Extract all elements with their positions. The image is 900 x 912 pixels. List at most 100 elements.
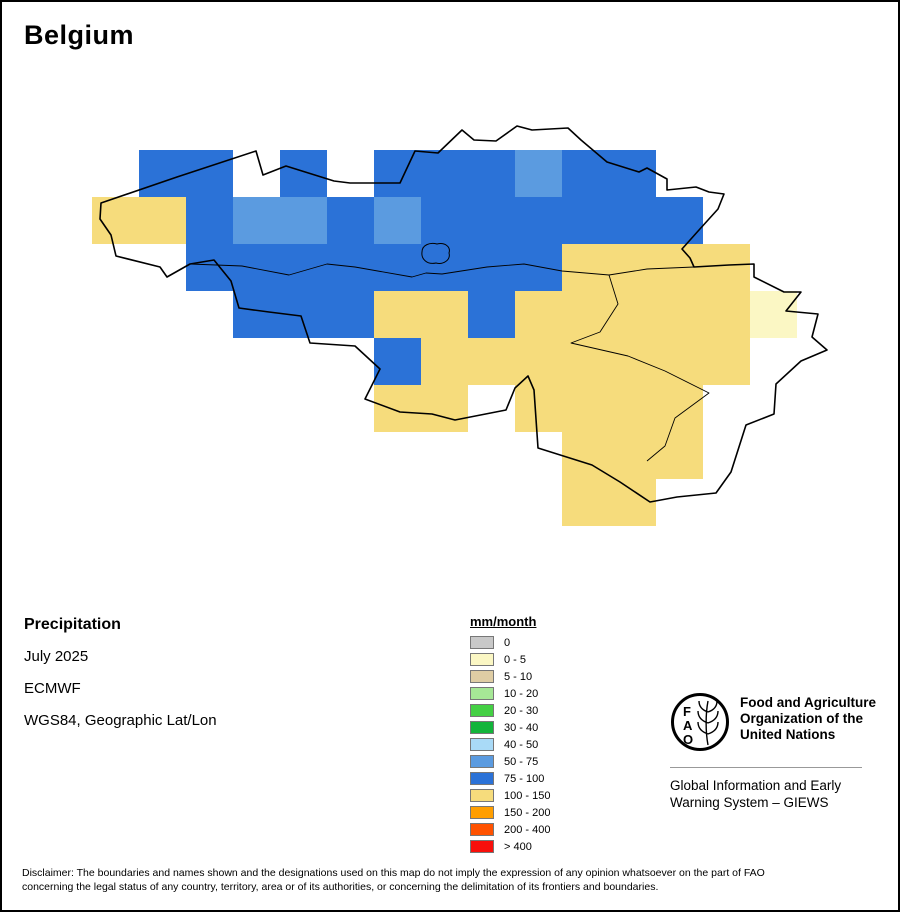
fao-letter-f: F bbox=[683, 704, 691, 719]
precip-cell bbox=[515, 197, 562, 244]
source-label: ECMWF bbox=[24, 680, 81, 697]
precip-cell bbox=[703, 291, 750, 338]
province-border bbox=[189, 263, 695, 278]
precip-cell bbox=[515, 338, 562, 385]
precip-cell bbox=[186, 244, 233, 291]
legend-label: 40 - 50 bbox=[504, 738, 539, 751]
internal-borders bbox=[189, 263, 710, 462]
org-name-line: Organization of the bbox=[740, 711, 863, 726]
precip-cell bbox=[233, 291, 280, 338]
legend-label: 75 - 100 bbox=[504, 772, 545, 785]
province-border bbox=[570, 274, 710, 462]
legend-label: 100 - 150 bbox=[504, 789, 551, 802]
precip-cells bbox=[92, 150, 797, 526]
precip-cell bbox=[468, 197, 515, 244]
precip-cell bbox=[280, 150, 327, 197]
precip-cell bbox=[92, 197, 139, 244]
disclaimer: Disclaimer: The boundaries and names sho… bbox=[22, 866, 886, 894]
precip-cell bbox=[562, 338, 609, 385]
precip-cell bbox=[609, 150, 656, 197]
precip-cell bbox=[421, 291, 468, 338]
legend-item: 10 - 20 bbox=[470, 687, 550, 700]
legend-label: 150 - 200 bbox=[504, 806, 551, 819]
precip-cell bbox=[374, 338, 421, 385]
precip-cell bbox=[515, 291, 562, 338]
legend-items: 0 0 - 5 5 - 10 10 - 20 20 - 30 30 - 40 40 - 50… bbox=[470, 636, 550, 853]
legend-item: > 400 bbox=[470, 840, 550, 853]
fao-letter-a: A bbox=[683, 718, 693, 733]
legend-swatch bbox=[470, 687, 494, 700]
precip-cell bbox=[374, 291, 421, 338]
precip-cell bbox=[233, 197, 280, 244]
belgium-map bbox=[92, 125, 828, 526]
legend-label: 0 bbox=[504, 636, 511, 649]
giews-line: Warning System – GIEWS bbox=[670, 795, 829, 810]
precip-cell bbox=[515, 150, 562, 197]
precip-cell bbox=[703, 338, 750, 385]
legend-item: 100 - 150 bbox=[470, 789, 550, 802]
legend-item: 5 - 10 bbox=[470, 670, 550, 683]
precip-cell bbox=[609, 432, 656, 479]
precip-cell bbox=[374, 244, 421, 291]
precip-cell bbox=[562, 244, 609, 291]
precip-cell bbox=[421, 150, 468, 197]
precip-cell bbox=[280, 197, 327, 244]
precip-cell bbox=[656, 291, 703, 338]
legend-item: 150 - 200 bbox=[470, 806, 550, 819]
legend-item: 200 - 400 bbox=[470, 823, 550, 836]
legend-label: 5 - 10 bbox=[504, 670, 533, 683]
map-metadata: Precipitation July 2025 ECMWF WGS84, Geo… bbox=[24, 616, 217, 744]
precip-cell bbox=[421, 197, 468, 244]
legend-swatch bbox=[470, 840, 494, 853]
precip-cell bbox=[374, 150, 421, 197]
legend-label: 0 - 5 bbox=[504, 653, 527, 666]
legend-label: 30 - 40 bbox=[504, 721, 539, 734]
organization-block: F A O Food and Agriculture Organization … bbox=[670, 692, 880, 811]
precip-cell bbox=[750, 291, 797, 338]
precip-cell bbox=[421, 338, 468, 385]
fao-logo-icon: F A O bbox=[671, 693, 729, 751]
org-name: Food and Agriculture Organization of the… bbox=[740, 692, 876, 743]
precip-cell bbox=[139, 150, 186, 197]
precip-cell bbox=[562, 479, 609, 526]
legend-item: 20 - 30 bbox=[470, 704, 550, 717]
precip-cell bbox=[468, 338, 515, 385]
legend-swatch bbox=[470, 806, 494, 819]
precip-cell bbox=[468, 150, 515, 197]
precip-cell bbox=[515, 385, 562, 432]
precip-cell bbox=[374, 385, 421, 432]
belgium-boundary bbox=[99, 125, 828, 503]
precip-cell bbox=[233, 244, 280, 291]
org-separator bbox=[670, 767, 862, 768]
disclaimer-line: Disclaimer: The boundaries and names sho… bbox=[22, 867, 765, 879]
precip-cell bbox=[609, 479, 656, 526]
precip-cell bbox=[562, 385, 609, 432]
giews-label: Global Information and Early Warning Sys… bbox=[670, 777, 880, 811]
precip-cell bbox=[515, 244, 562, 291]
precip-cell bbox=[656, 338, 703, 385]
legend-label: 200 - 400 bbox=[504, 823, 551, 836]
org-name-line: United Nations bbox=[740, 727, 836, 742]
precip-cell bbox=[186, 150, 233, 197]
legend-label: 50 - 75 bbox=[504, 755, 539, 768]
fao-letter-o: O bbox=[683, 732, 693, 747]
legend-item: 0 - 5 bbox=[470, 653, 550, 666]
precip-cell bbox=[139, 197, 186, 244]
variable-label: Precipitation bbox=[24, 616, 121, 633]
disclaimer-line: concerning the legal status of any count… bbox=[22, 881, 659, 893]
legend-item: 30 - 40 bbox=[470, 721, 550, 734]
legend-label: 10 - 20 bbox=[504, 687, 539, 700]
legend-label: > 400 bbox=[504, 840, 532, 853]
legend-swatch bbox=[470, 670, 494, 683]
precip-cell bbox=[327, 291, 374, 338]
precip-cell bbox=[609, 197, 656, 244]
precip-cell bbox=[609, 338, 656, 385]
legend-swatch bbox=[470, 653, 494, 666]
precip-cell bbox=[703, 244, 750, 291]
precip-cell bbox=[656, 432, 703, 479]
precip-cell bbox=[468, 291, 515, 338]
legend-label: 20 - 30 bbox=[504, 704, 539, 717]
precip-cell bbox=[468, 244, 515, 291]
legend-swatch bbox=[470, 721, 494, 734]
